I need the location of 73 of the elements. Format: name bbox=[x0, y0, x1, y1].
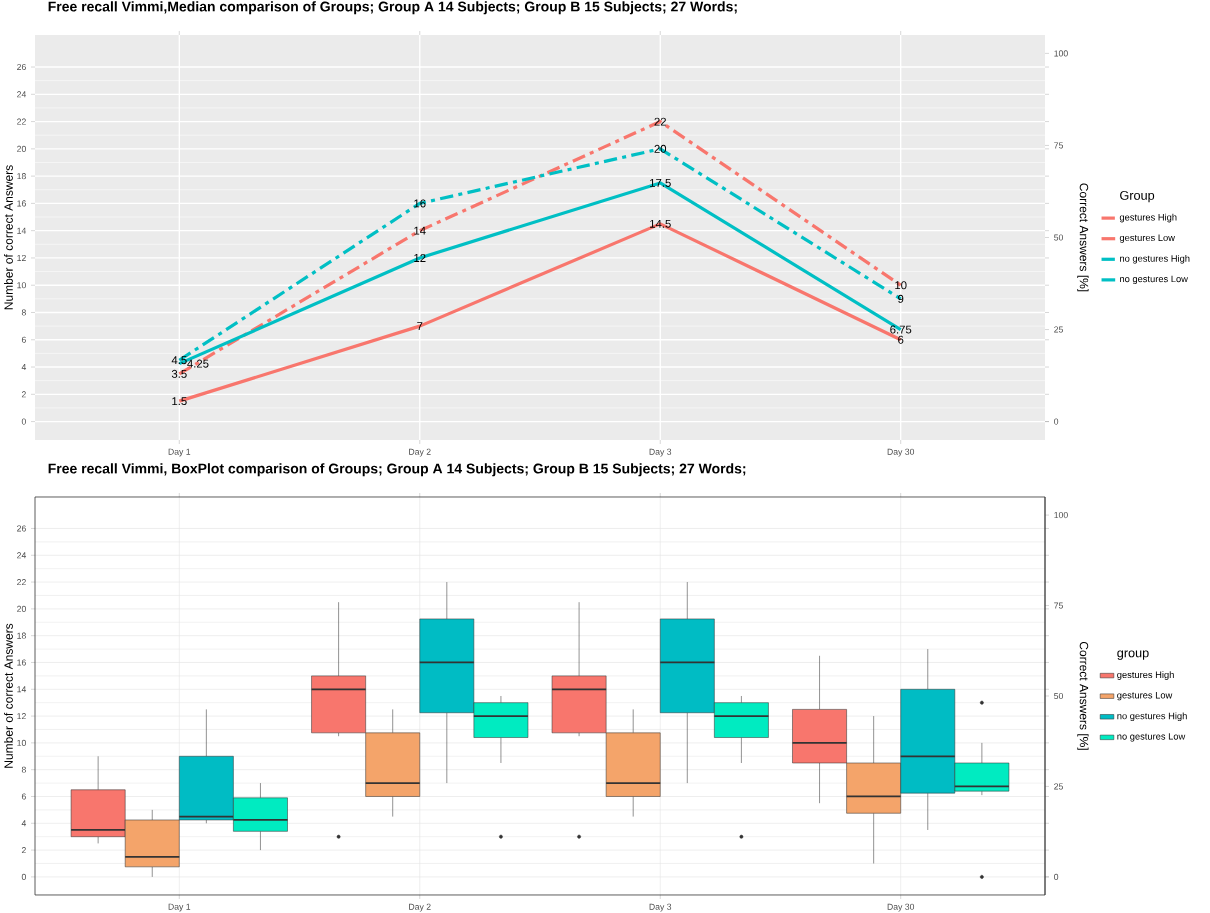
legend-label: no gestures High bbox=[1117, 712, 1187, 722]
chart-title: Free recall Vimmi,Median comparison of Groups; Group A 14 Subjects; Group B 15 Subjects; 27 Words; bbox=[48, 1, 737, 15]
y-tick-label: 24 bbox=[17, 91, 27, 98]
y-tick-label: 6 bbox=[21, 793, 26, 800]
y-tick-label: 18 bbox=[17, 632, 26, 639]
y-tick-label: 2 bbox=[21, 391, 26, 398]
data-label: 14 bbox=[414, 226, 426, 235]
y2-tick-label: 25 bbox=[1054, 326, 1063, 333]
legend-label: no gestures Low bbox=[1120, 275, 1188, 285]
legend-label: no gestures High bbox=[1120, 254, 1190, 264]
y-tick-label: 14 bbox=[17, 686, 27, 693]
x-tick-label: Day 1 bbox=[168, 448, 191, 457]
y-tick-label: 20 bbox=[17, 145, 26, 152]
x-tick-label: Day 30 bbox=[887, 448, 915, 457]
x-tick-label: Day 1 bbox=[168, 903, 191, 912]
data-label: 6 bbox=[898, 335, 904, 344]
y2-tick-label: 0 bbox=[1054, 873, 1059, 880]
y-tick-label: 0 bbox=[21, 873, 26, 880]
y2-tick-label: 100 bbox=[1054, 512, 1068, 519]
x-tick-label: Day 3 bbox=[649, 903, 672, 912]
chart-title: Free recall Vimmi, BoxPlot comparison of Groups; Group A 14 Subjects; Group B 15 Subjects; 27 Words; bbox=[48, 463, 746, 477]
y-tick-label: 4 bbox=[21, 820, 27, 827]
y-tick-label: 14 bbox=[17, 227, 27, 234]
legend-label: gestures Low bbox=[1119, 234, 1175, 243]
data-label: 7 bbox=[417, 322, 423, 331]
legend-label: gestures High bbox=[1117, 671, 1174, 680]
legend-title: Group bbox=[1120, 190, 1155, 203]
y-tick-label: 0 bbox=[21, 418, 26, 425]
x-tick-label: Day 3 bbox=[649, 448, 672, 457]
y-tick-label: 22 bbox=[17, 118, 26, 125]
data-label: 1.5 bbox=[172, 397, 187, 406]
y2-axis-title: Correct Answers [%] bbox=[1077, 183, 1089, 292]
y-tick-label: 6 bbox=[21, 336, 26, 343]
y-tick-label: 4 bbox=[21, 364, 27, 371]
data-label: 4.25 bbox=[187, 359, 209, 368]
y2-tick-label: 100 bbox=[1054, 50, 1068, 57]
y-tick-label: 2 bbox=[21, 847, 26, 854]
y-tick-label: 8 bbox=[21, 309, 26, 316]
y2-axis-title: Correct Answers [%] bbox=[1077, 641, 1089, 750]
y-tick-label: 8 bbox=[21, 766, 26, 773]
data-label: 6.75 bbox=[890, 325, 912, 334]
data-label: 10 bbox=[895, 281, 907, 290]
y2-tick-label: 75 bbox=[1054, 602, 1063, 609]
y2-tick-label: 0 bbox=[1054, 418, 1059, 425]
y-tick-label: 26 bbox=[17, 525, 26, 532]
y-tick-label: 10 bbox=[17, 739, 26, 746]
y2-tick-label: 50 bbox=[1054, 234, 1064, 241]
data-label: 22 bbox=[654, 117, 666, 126]
y-axis-title: Number of correct Answers bbox=[4, 623, 13, 768]
y-tick-label: 10 bbox=[17, 282, 26, 289]
data-label: 9 bbox=[898, 294, 904, 303]
y-tick-label: 24 bbox=[17, 552, 27, 559]
y-tick-label: 26 bbox=[17, 63, 26, 71]
legend-label: no gestures Low bbox=[1117, 733, 1186, 742]
y-tick-label: 16 bbox=[17, 200, 26, 207]
y2-tick-label: 50 bbox=[1054, 692, 1064, 700]
legend-title: group bbox=[1117, 650, 1149, 660]
y-tick-label: 12 bbox=[17, 254, 26, 261]
y-tick-label: 18 bbox=[17, 173, 26, 180]
x-tick-label: Day 2 bbox=[409, 448, 431, 457]
y2-tick-label: 75 bbox=[1054, 142, 1063, 149]
y-tick-label: 12 bbox=[17, 713, 26, 720]
data-label: 3.5 bbox=[171, 369, 187, 378]
legend-label: gestures Low bbox=[1117, 691, 1173, 701]
y2-tick-label: 25 bbox=[1054, 783, 1063, 790]
data-label: 14.5 bbox=[650, 219, 671, 228]
y-axis-title: Number of correct Answers bbox=[4, 165, 13, 310]
x-tick-label: Day 2 bbox=[409, 903, 431, 912]
legend-label: gestures High bbox=[1119, 213, 1177, 223]
y-tick-label: 20 bbox=[17, 605, 26, 612]
y-tick-label: 22 bbox=[17, 579, 26, 586]
x-tick-label: Day 30 bbox=[887, 903, 915, 912]
y-tick-label: 16 bbox=[17, 659, 26, 666]
